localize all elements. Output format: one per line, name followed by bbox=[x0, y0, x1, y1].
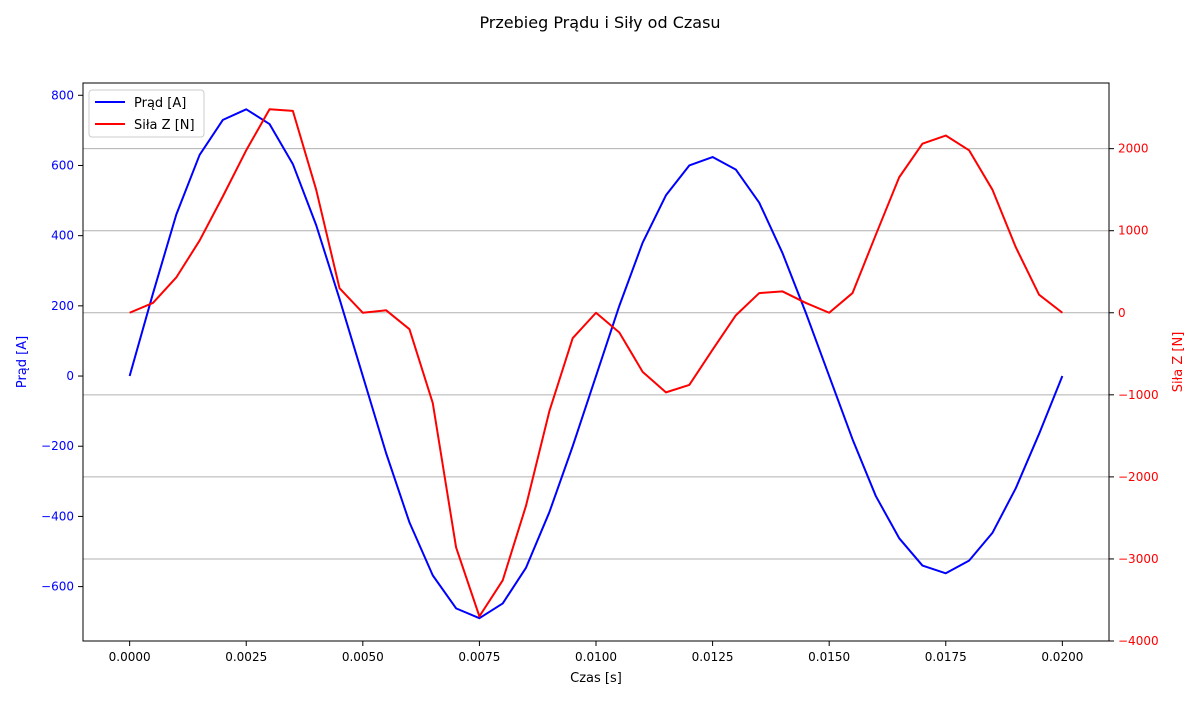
legend-label-prad: Prąd [A] bbox=[134, 96, 186, 111]
x-tick-label: 0.0100 bbox=[575, 650, 617, 664]
series-line-prad bbox=[128, 108, 1064, 620]
left-y-axis-label: Prąd [A] bbox=[15, 336, 30, 388]
left-tick-label: 400 bbox=[51, 229, 74, 243]
left-tick-label: −400 bbox=[41, 509, 74, 523]
left-tick-label: −200 bbox=[41, 439, 74, 453]
left-tick-label: 600 bbox=[51, 158, 74, 172]
left-tick-label: 800 bbox=[51, 88, 74, 102]
right-tick-label: −1000 bbox=[1118, 388, 1159, 402]
series-line-sila-z bbox=[129, 108, 1063, 618]
legend-label-sila-z: Siła Z [N] bbox=[134, 118, 195, 133]
x-axis-label: Czas [s] bbox=[570, 671, 622, 686]
right-tick-label: 2000 bbox=[1118, 142, 1149, 156]
x-tick-label: 0.0050 bbox=[342, 650, 384, 664]
left-y-axis-ticks: 800 600 400 200 0 −200 −400 −600 bbox=[41, 88, 83, 594]
x-tick-label: 0.0075 bbox=[458, 650, 500, 664]
legend: Prąd [A] Siła Z [N] bbox=[88, 89, 205, 138]
right-y-axis-label: Siła Z [N] bbox=[1171, 332, 1186, 393]
x-tick-label: 0.0000 bbox=[109, 650, 151, 664]
left-tick-label: 200 bbox=[51, 299, 74, 313]
right-tick-label: 0 bbox=[1118, 306, 1126, 320]
right-tick-label: 1000 bbox=[1118, 224, 1149, 238]
right-tick-label: −4000 bbox=[1118, 634, 1159, 648]
right-y-axis-ticks: 2000 1000 0 −1000 −2000 −3000 −4000 bbox=[1109, 142, 1159, 648]
series-lines bbox=[128, 108, 1064, 620]
x-tick-label: 0.0025 bbox=[225, 650, 267, 664]
chart-title: Przebieg Prądu i Siły od Czasu bbox=[479, 13, 720, 32]
left-tick-label: −600 bbox=[41, 580, 74, 594]
x-tick-label: 0.0150 bbox=[808, 650, 850, 664]
x-axis-ticks: 0.0000 0.0025 0.0050 0.0075 0.0100 0.0125 0.01… bbox=[109, 641, 1083, 664]
x-tick-label: 0.0125 bbox=[692, 650, 734, 664]
x-tick-label: 0.0175 bbox=[925, 650, 967, 664]
right-tick-label: −3000 bbox=[1118, 552, 1159, 566]
x-tick-label: 0.0200 bbox=[1041, 650, 1083, 664]
left-tick-label: 0 bbox=[66, 369, 74, 383]
gridlines bbox=[83, 148, 1109, 560]
right-tick-label: −2000 bbox=[1118, 470, 1159, 484]
